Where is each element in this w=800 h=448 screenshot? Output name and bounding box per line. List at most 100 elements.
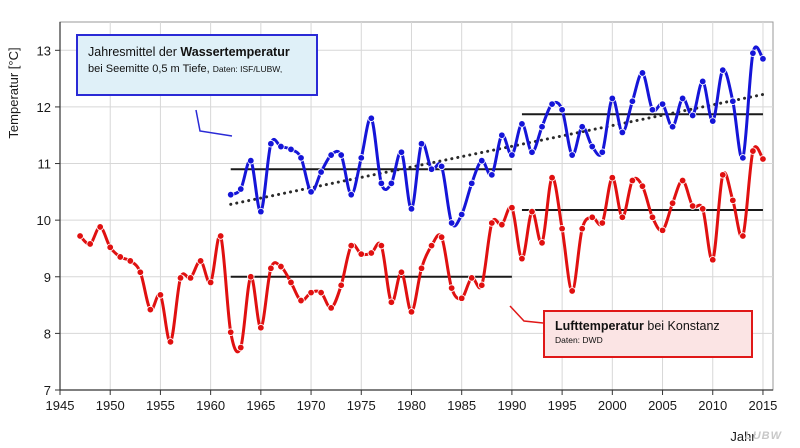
air-data-point — [638, 182, 647, 190]
air-data-point — [699, 205, 707, 213]
water-data-point — [739, 154, 747, 162]
air-data-point — [618, 213, 627, 222]
air-data-point — [186, 274, 195, 282]
air-data-point — [498, 220, 506, 229]
air-data-point — [598, 219, 606, 227]
air-legend-title: Lufttemperatur bei Konstanz — [555, 319, 720, 333]
air-data-point — [759, 155, 767, 163]
air-data-point — [457, 294, 466, 302]
air-legend-connector — [509, 305, 544, 324]
air-data-point — [628, 176, 637, 185]
x-axis-label: Jahr — [730, 429, 756, 444]
air-data-point — [156, 291, 165, 299]
water-data-point — [437, 162, 446, 171]
water-data-point — [287, 145, 295, 154]
air-data-point — [578, 224, 586, 233]
air-data-point — [136, 268, 145, 276]
water-data-point — [407, 205, 416, 213]
water-data-point — [478, 157, 486, 165]
air-data-point — [478, 281, 486, 289]
air-data-point — [709, 256, 717, 264]
water-trend-line — [229, 92, 765, 206]
air-data-point — [608, 173, 617, 182]
water-legend-source: Daten: ISF/LUBW, — [212, 64, 283, 74]
air-data-point — [267, 264, 275, 272]
water-data-point — [668, 123, 677, 131]
x-tick-label: 2005 — [648, 398, 677, 413]
air-data-point — [417, 264, 426, 272]
x-tick-label: 2000 — [598, 398, 627, 413]
water-data-point — [337, 151, 345, 159]
air-data-point — [206, 278, 215, 287]
water-data-point — [578, 123, 586, 131]
air-data-point — [528, 207, 536, 216]
air-data-point — [227, 328, 235, 336]
air-data-point — [357, 250, 365, 258]
air-data-point — [116, 253, 124, 261]
air-data-point — [176, 274, 185, 282]
air-data-point — [247, 273, 255, 281]
air-data-point — [447, 284, 456, 292]
air-data-point — [508, 203, 516, 212]
y-axis-label: Temperatur [°C] — [6, 47, 21, 138]
air-data-point — [588, 213, 596, 222]
y-tick-label: 11 — [38, 157, 52, 172]
water-data-point — [247, 157, 255, 165]
water-data-point — [749, 49, 757, 57]
water-data-point — [598, 148, 606, 156]
water-data-point — [447, 219, 456, 227]
air-data-point — [277, 262, 285, 271]
water-data-point — [307, 188, 315, 196]
water-data-point — [508, 151, 516, 159]
air-data-point — [146, 305, 155, 314]
water-data-point — [618, 128, 627, 137]
air-data-point — [568, 287, 576, 295]
water-temperature-legend: Jahresmittel der Wassertemperatur bei Se… — [76, 34, 318, 96]
water-data-point — [548, 100, 556, 108]
air-data-point — [518, 254, 526, 263]
y-tick-label: 12 — [37, 100, 51, 115]
water-data-point — [538, 123, 546, 131]
water-data-point — [759, 55, 767, 63]
air-data-point — [86, 240, 94, 248]
water-legend-title: Jahresmittel der Wassertemperatur — [88, 45, 290, 59]
air-data-point — [126, 257, 134, 265]
y-tick-label: 13 — [37, 43, 51, 58]
air-data-point — [367, 249, 376, 257]
x-tick-label: 1975 — [347, 398, 376, 413]
air-data-point — [668, 199, 677, 207]
water-data-point — [528, 148, 536, 156]
water-data-point — [427, 165, 436, 173]
air-data-point — [739, 232, 747, 240]
air-data-point — [538, 239, 546, 247]
air-data-point — [558, 224, 566, 233]
air-data-point — [729, 196, 737, 205]
air-data-point — [166, 338, 175, 346]
water-data-point — [558, 106, 566, 114]
y-tick-label: 8 — [44, 326, 51, 341]
water-data-point — [357, 154, 365, 162]
air-data-point — [317, 288, 325, 297]
water-data-point — [377, 179, 386, 188]
water-data-point — [729, 97, 737, 105]
water-data-point — [518, 120, 526, 128]
water-data-point — [608, 94, 617, 103]
air-data-point — [347, 241, 355, 250]
y-tick-label: 10 — [37, 213, 51, 228]
air-data-point — [468, 274, 476, 282]
water-legend-subtitle: bei Seemitte 0,5 m Tiefe, Daten: ISF/LUB… — [88, 63, 283, 75]
air-data-point — [397, 268, 406, 276]
air-legend-source: Daten: DWD — [555, 335, 603, 345]
air-data-point — [337, 281, 345, 289]
air-data-point — [427, 241, 436, 250]
x-tick-label: 1980 — [397, 398, 426, 413]
water-data-point — [267, 140, 275, 148]
water-data-point — [417, 140, 426, 148]
air-temperature-legend: Lufttemperatur bei Konstanz Daten: DWD — [543, 310, 753, 358]
air-data-point — [257, 324, 265, 332]
air-data-point — [287, 278, 295, 287]
air-data-point — [548, 173, 556, 182]
x-tick-label: 1955 — [146, 398, 175, 413]
air-data-point — [106, 243, 114, 252]
